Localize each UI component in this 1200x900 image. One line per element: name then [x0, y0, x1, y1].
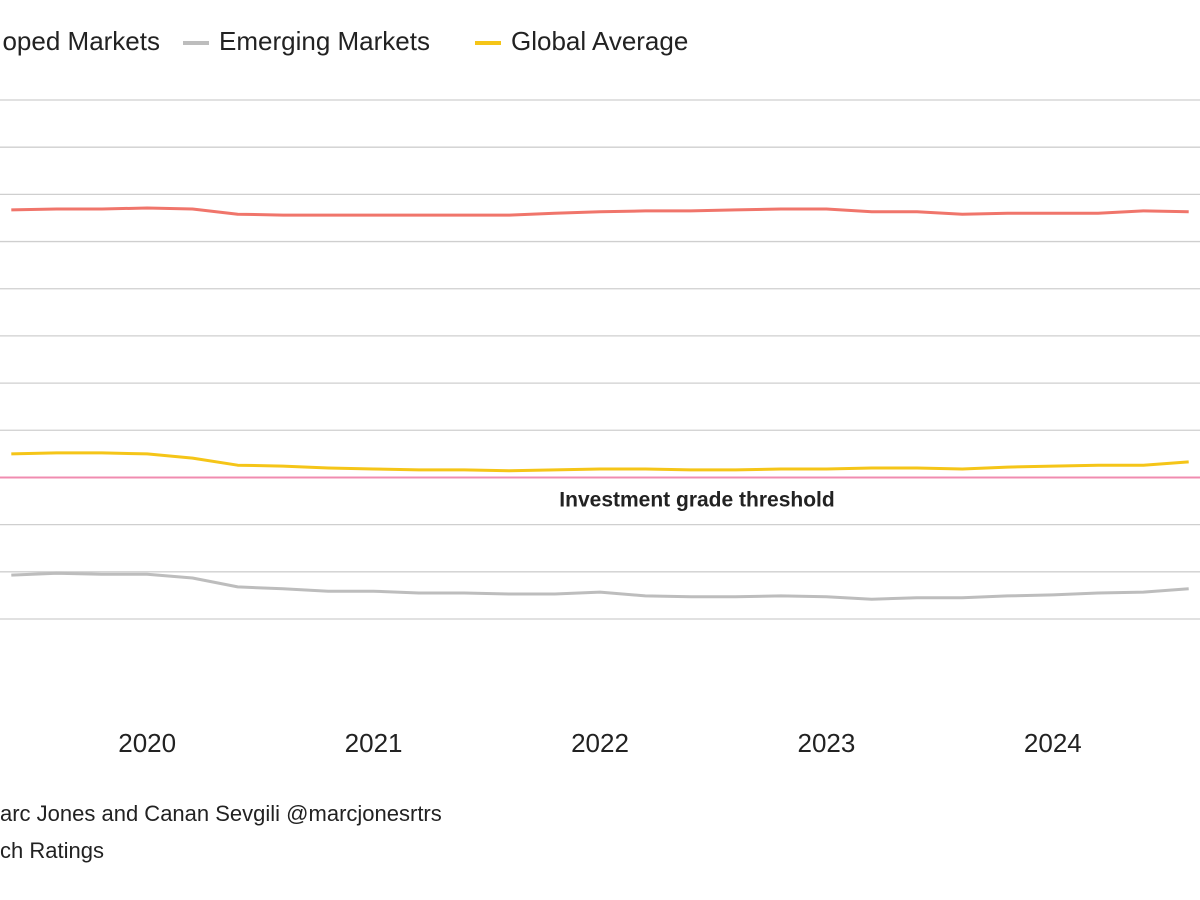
series-line [11, 451, 1189, 473]
series-line [11, 206, 1189, 217]
series-line [11, 571, 1189, 601]
x-tick-label: 2021 [345, 728, 403, 758]
x-tick-label: 2020 [118, 728, 176, 758]
legend-label: oped Markets [2, 26, 160, 56]
x-tick-label: 2023 [797, 728, 855, 758]
legend-label: Emerging Markets [219, 26, 430, 56]
plot: 2020 2021 2022 2023 2024 oped Markets Emerging… [0, 26, 1200, 758]
threshold-label: Investment grade threshold [559, 489, 834, 512]
source-line: arc Jones and Canan Sevgili @marcjonesrt… [0, 801, 442, 826]
source-line: ch Ratings [0, 838, 104, 863]
x-tick-label: 2024 [1024, 728, 1082, 758]
legend-label: Global Average [511, 26, 688, 56]
x-tick-label: 2022 [571, 728, 629, 758]
